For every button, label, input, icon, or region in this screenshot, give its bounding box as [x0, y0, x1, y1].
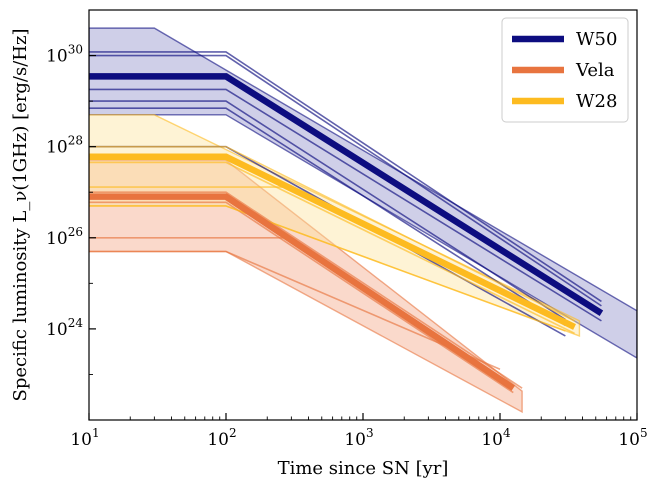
x-axis-label: Time since SN [yr]	[278, 458, 449, 479]
w50-line-4	[89, 100, 566, 321]
vela-line-2	[89, 201, 514, 394]
w50-main-line	[89, 73, 604, 317]
plot-area	[89, 27, 637, 414]
w28-line-1	[89, 145, 575, 322]
w28-line-2	[89, 161, 575, 335]
x-axis: 101 102 103 104 105	[70, 413, 648, 450]
vela-main-line	[89, 193, 516, 391]
y-axis-label: Specific luminosity L_ν(1GHz) [erg/s/Hz]	[10, 29, 31, 402]
w50-band	[89, 27, 637, 359]
w28-line-4	[89, 205, 566, 332]
thin-lines	[89, 51, 602, 394]
w50-line-5	[89, 107, 566, 326]
vela-line-1	[89, 191, 523, 389]
main-lines	[89, 73, 604, 391]
legend-box	[501, 17, 629, 123]
w50-line-2	[89, 54, 602, 307]
vela-line-4	[89, 250, 501, 370]
legend: W50 Vela W28	[501, 17, 629, 123]
x-tick-label: 104	[481, 426, 511, 450]
w28-main-line	[89, 153, 576, 330]
y-tick-label: 1026	[46, 225, 83, 249]
y-tick-label: 1024	[46, 316, 83, 340]
x-tick-label: 102	[207, 426, 236, 450]
x-tick-label: 101	[70, 426, 99, 450]
legend-label-w28: W28	[576, 91, 617, 112]
w50-line-1	[89, 51, 602, 303]
x-tick-label: 105	[618, 426, 647, 450]
legend-label-w50: W50	[576, 29, 617, 50]
y-axis: 1024 1026 1028 1030	[46, 9, 96, 421]
y-tick-label: 1028	[46, 134, 83, 158]
w50-line-3	[89, 88, 602, 322]
x-tick-label: 103	[344, 426, 373, 450]
y-tick-label: 1030	[46, 43, 83, 67]
legend-label-vela: Vela	[575, 60, 615, 81]
w28-band	[89, 114, 581, 337]
